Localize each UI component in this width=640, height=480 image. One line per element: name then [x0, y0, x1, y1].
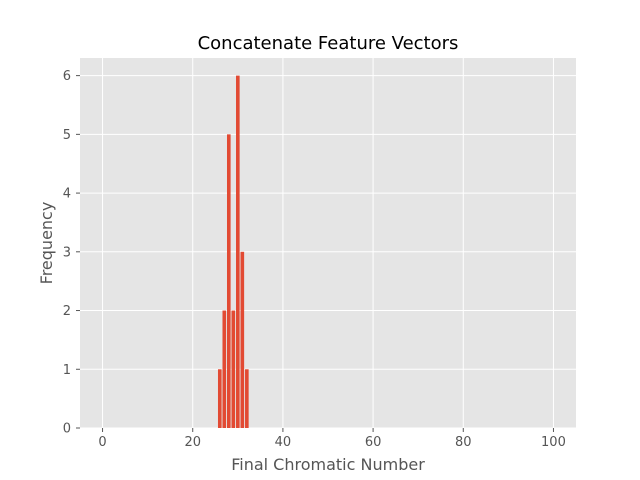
x-tick-label: 0	[98, 435, 106, 450]
x-ticks: 0 20 40 60 80 100	[98, 428, 566, 450]
bar	[222, 310, 227, 428]
y-tick-label: 5	[63, 128, 71, 143]
y-tick-label: 4	[63, 187, 71, 202]
grid-lines	[80, 58, 576, 429]
x-tick-label: 60	[365, 435, 382, 450]
x-tick-label: 80	[455, 435, 472, 450]
bars	[217, 75, 249, 428]
bar	[240, 251, 245, 428]
bar	[245, 369, 249, 428]
bar	[231, 310, 236, 428]
chart-title: Concatenate Feature Vectors	[198, 33, 459, 54]
y-tick-label: 0	[63, 422, 71, 437]
y-axis-label: Frequency	[37, 202, 56, 285]
x-tick-label: 20	[184, 435, 201, 450]
x-tick-label: 40	[275, 435, 292, 450]
bar	[236, 75, 240, 428]
y-tick-label: 2	[63, 304, 71, 319]
x-tick-label: 100	[541, 435, 566, 450]
y-tick-label: 6	[63, 69, 71, 84]
bar	[226, 134, 231, 428]
y-ticks: 0 1 2 3 4 5 6	[63, 69, 80, 437]
x-axis-label: Final Chromatic Number	[231, 455, 425, 474]
bar	[217, 369, 222, 428]
y-tick-label: 3	[63, 245, 71, 260]
plot-area	[80, 58, 576, 428]
y-tick-label: 1	[63, 363, 71, 378]
